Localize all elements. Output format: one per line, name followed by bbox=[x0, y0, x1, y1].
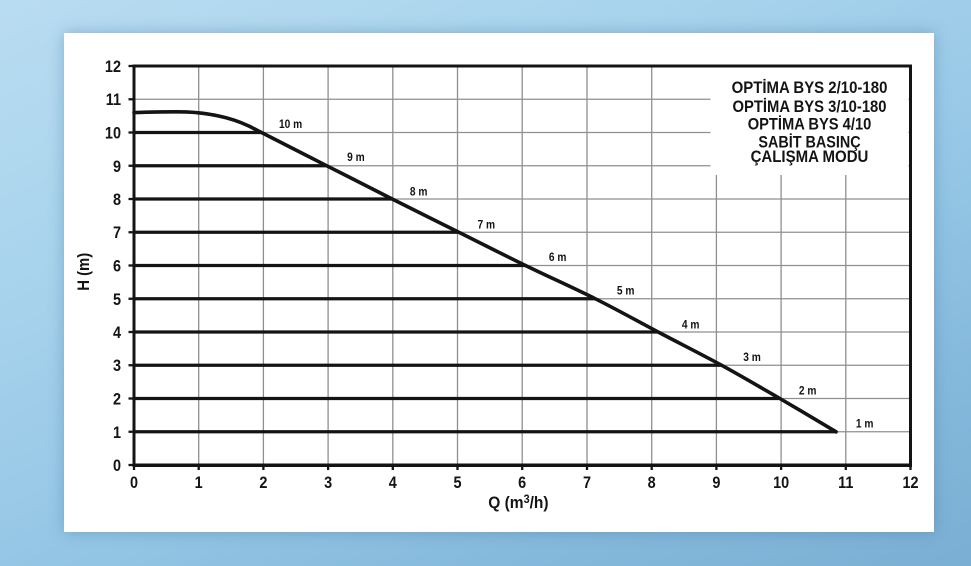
svg-text:1: 1 bbox=[195, 474, 203, 492]
svg-text:6: 6 bbox=[113, 257, 121, 275]
svg-text:OPTİMA BYS 3/10-180: OPTİMA BYS 3/10-180 bbox=[733, 97, 887, 116]
svg-text:7 m: 7 m bbox=[478, 219, 496, 232]
svg-text:10 m: 10 m bbox=[279, 118, 302, 131]
svg-text:3 m: 3 m bbox=[743, 351, 761, 364]
svg-text:2: 2 bbox=[259, 474, 267, 492]
svg-text:2 m: 2 m bbox=[799, 385, 817, 398]
svg-text:9: 9 bbox=[113, 158, 121, 176]
svg-text:7: 7 bbox=[113, 224, 121, 242]
svg-text:6: 6 bbox=[518, 474, 526, 492]
svg-text:4: 4 bbox=[389, 474, 397, 492]
svg-text:5: 5 bbox=[113, 291, 121, 309]
svg-text:3: 3 bbox=[324, 474, 332, 492]
svg-text:OPTİMA BYS 4/10: OPTİMA BYS 4/10 bbox=[748, 115, 872, 134]
svg-text:SABİT BASINÇ: SABİT BASINÇ bbox=[758, 133, 860, 152]
svg-text:7: 7 bbox=[583, 474, 591, 492]
svg-text:ÇALIŞMA MODU: ÇALIŞMA MODU bbox=[751, 147, 869, 166]
svg-text:4: 4 bbox=[113, 324, 121, 342]
svg-text:12: 12 bbox=[902, 474, 918, 492]
svg-text:12: 12 bbox=[105, 58, 121, 76]
svg-text:8 m: 8 m bbox=[410, 186, 428, 199]
svg-text:9 m: 9 m bbox=[347, 151, 365, 164]
svg-text:H (m): H (m) bbox=[75, 253, 93, 291]
svg-text:10: 10 bbox=[773, 474, 789, 492]
svg-text:8: 8 bbox=[648, 474, 656, 492]
svg-text:1: 1 bbox=[113, 424, 121, 442]
svg-text:9: 9 bbox=[712, 474, 720, 492]
svg-text:1 m: 1 m bbox=[856, 418, 874, 431]
svg-text:OPTİMA BYS 2/10-180: OPTİMA BYS 2/10-180 bbox=[732, 78, 888, 97]
svg-text:5: 5 bbox=[453, 474, 461, 492]
svg-text:0: 0 bbox=[113, 457, 121, 475]
svg-text:0: 0 bbox=[130, 474, 138, 492]
svg-text:8: 8 bbox=[113, 191, 121, 209]
svg-text:5 m: 5 m bbox=[617, 285, 635, 298]
svg-text:2: 2 bbox=[113, 390, 121, 408]
svg-text:6 m: 6 m bbox=[549, 252, 567, 265]
svg-text:11: 11 bbox=[106, 91, 121, 109]
svg-text:10: 10 bbox=[105, 124, 121, 142]
svg-text:4 m: 4 m bbox=[682, 319, 700, 332]
svg-text:3: 3 bbox=[113, 357, 121, 375]
svg-text:Q (m3/h): Q (m3/h) bbox=[488, 494, 548, 512]
svg-text:11: 11 bbox=[838, 474, 853, 492]
